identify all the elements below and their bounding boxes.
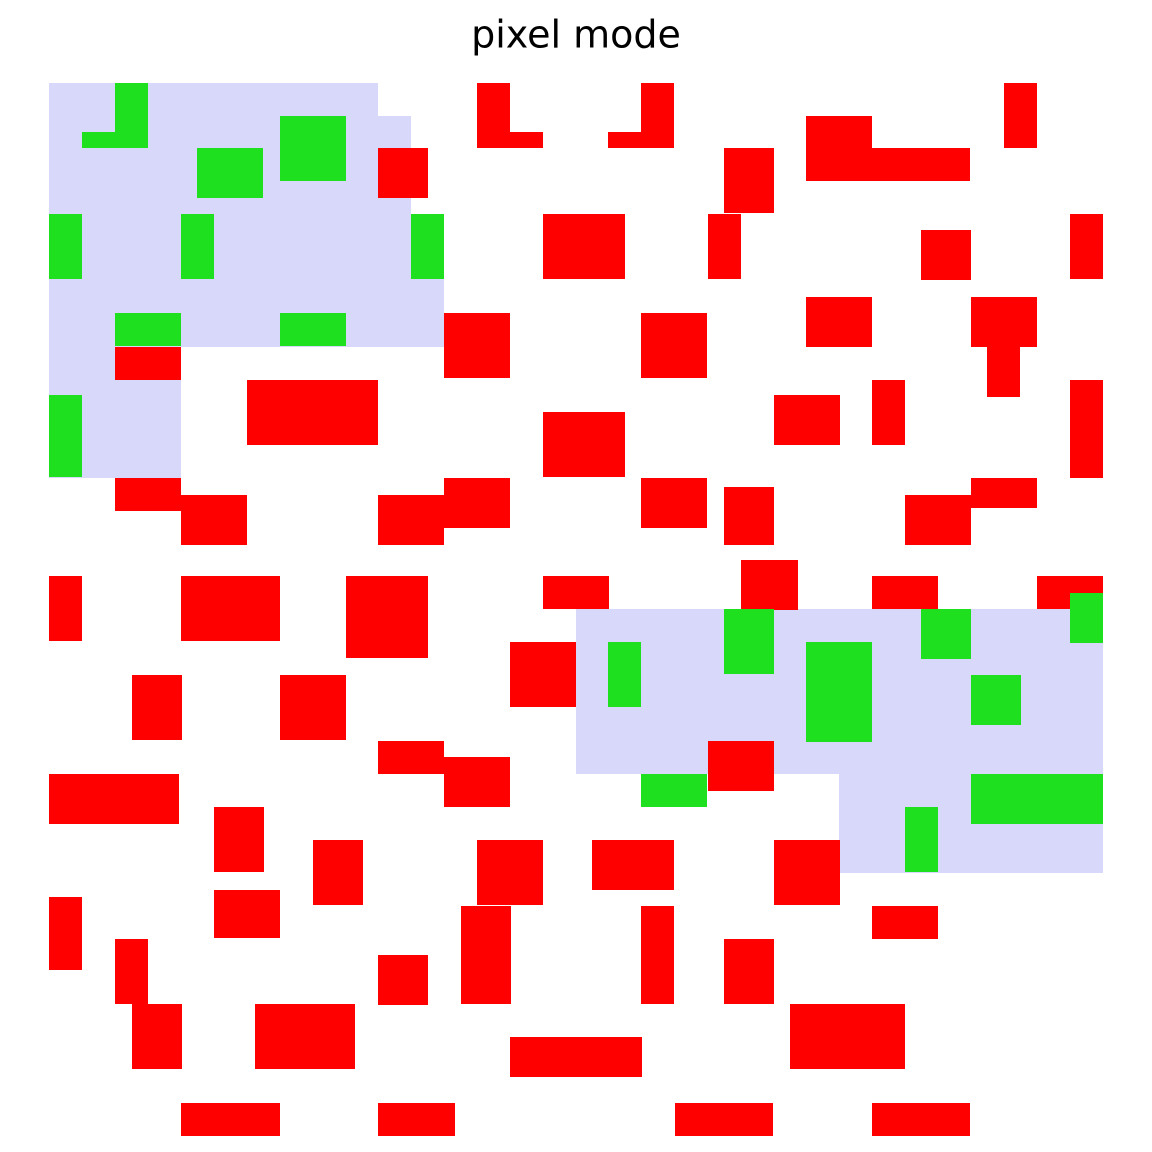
selected-blob	[82, 132, 148, 148]
blob	[510, 642, 576, 707]
blob	[181, 576, 280, 641]
selected-blob	[641, 774, 707, 807]
blob	[510, 132, 543, 148]
blob	[1004, 83, 1037, 148]
selected-blob	[181, 214, 214, 279]
blob	[806, 116, 872, 181]
blob	[872, 1103, 970, 1136]
blob	[592, 840, 674, 890]
blob	[378, 148, 428, 198]
blob	[543, 576, 609, 609]
blob	[214, 890, 280, 938]
blob	[971, 478, 1037, 508]
blob	[1070, 380, 1103, 478]
blob	[461, 906, 511, 1004]
selection-area	[49, 214, 444, 347]
selected-blob	[411, 214, 444, 279]
selected-blob	[280, 313, 346, 346]
selection-region	[49, 83, 1103, 873]
blob	[49, 774, 179, 824]
blob	[872, 576, 938, 609]
blob	[255, 1004, 355, 1069]
blob	[444, 313, 510, 378]
blob	[378, 741, 444, 774]
selected-blob	[1070, 593, 1103, 643]
selected-blob	[49, 395, 82, 477]
selected-blob	[49, 214, 82, 279]
blob	[247, 380, 378, 445]
selected-blob	[971, 774, 1103, 824]
blob	[346, 576, 428, 658]
blob	[313, 840, 363, 905]
selected-blob	[280, 116, 346, 181]
blob	[444, 478, 510, 528]
blob	[543, 412, 625, 477]
blob	[1070, 214, 1103, 279]
blob	[181, 1103, 280, 1136]
blob	[477, 840, 543, 905]
blob	[774, 840, 840, 905]
blob	[675, 1103, 773, 1136]
selected-blob	[608, 642, 641, 707]
blob	[790, 1004, 905, 1069]
blob	[280, 675, 346, 740]
blob	[608, 132, 674, 148]
blob	[724, 939, 774, 1004]
selected-blob	[905, 807, 938, 872]
blob	[905, 495, 971, 545]
blob	[724, 148, 774, 213]
blob	[971, 297, 1037, 347]
blob	[708, 214, 741, 279]
selected-blob	[921, 609, 971, 659]
blob	[115, 347, 181, 380]
blobs	[49, 83, 1103, 1136]
selected-blob	[197, 148, 263, 198]
selected-blob	[971, 675, 1021, 725]
blob	[543, 214, 625, 279]
blob	[214, 807, 264, 872]
selected-blob	[115, 313, 181, 346]
blob	[115, 478, 181, 511]
blob	[49, 897, 82, 970]
blob	[510, 1037, 642, 1077]
blob	[806, 297, 872, 347]
blob	[444, 757, 510, 807]
blob	[181, 495, 247, 545]
selected-blob	[806, 642, 872, 742]
blob	[477, 83, 510, 148]
blob	[378, 495, 444, 545]
blob	[132, 675, 182, 740]
blob	[641, 478, 707, 528]
title: pixel mode	[471, 13, 681, 57]
blob	[378, 1103, 455, 1136]
blob	[921, 230, 971, 280]
blob	[115, 939, 148, 1004]
blob	[741, 560, 798, 610]
blob	[872, 906, 938, 939]
blob	[132, 1004, 182, 1069]
blob	[641, 906, 674, 1004]
blob	[708, 741, 774, 791]
blob	[641, 313, 707, 378]
selected-blob	[724, 609, 774, 674]
blob	[774, 395, 840, 445]
blob	[724, 487, 774, 545]
blob	[378, 955, 428, 1005]
blob	[49, 576, 82, 641]
blob	[872, 380, 905, 445]
blob	[872, 148, 970, 181]
blob	[987, 347, 1020, 397]
